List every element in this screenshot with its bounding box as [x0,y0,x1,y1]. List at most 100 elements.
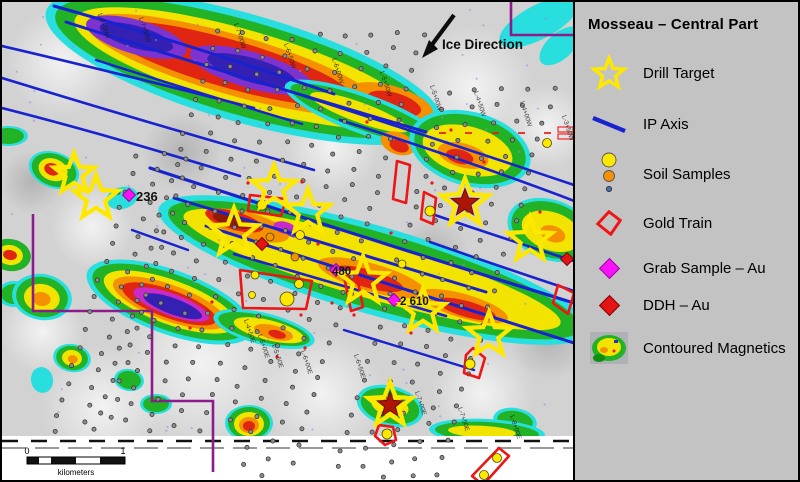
survey-dot [498,169,504,175]
survey-dot [127,342,133,348]
drill-target-star [502,211,558,264]
ip-axes-layer [2,4,577,372]
survey-dot [377,324,383,330]
soil-sample-dot [265,232,275,242]
survey-dot [391,360,397,366]
survey-dot [104,259,110,264]
survey-dot [235,120,241,126]
survey-dot [110,378,116,383]
survey-dot [332,69,338,75]
survey-dot [135,234,141,240]
survey-dot [439,293,444,299]
survey-dot [200,78,206,84]
soil-samples-dots-icon [588,152,630,196]
red-sample-dot [482,160,486,164]
survey-dot [125,269,131,275]
survey-dot [188,112,194,118]
survey-dot [306,316,312,322]
survey-dot [398,101,404,107]
survey-dot [234,383,240,389]
survey-dot [115,299,121,305]
ddh-diamond [254,236,270,252]
survey-dot [311,392,317,398]
survey-dot [518,202,524,208]
gold-train-outline [470,446,511,480]
survey-dot [333,322,339,328]
survey-dot [409,379,415,385]
survey-dot [182,220,188,225]
survey-dot [445,437,451,443]
survey-dot [149,412,155,417]
survey-dot [348,412,354,418]
magnetic-anomaly [2,238,31,272]
survey-dot [151,317,157,323]
survey-dot [267,189,273,195]
survey-dot [185,201,191,207]
red-sample-dot [316,242,320,246]
survey-dot [442,353,448,359]
survey-dot [358,66,364,72]
survey-dot [351,256,357,262]
survey-dot [425,237,431,243]
survey-dot [334,229,340,235]
survey-dot [323,184,329,190]
scale-end-label: 1 [120,446,125,456]
survey-dot [172,343,178,349]
survey-dot [147,428,153,434]
survey-dot [387,291,393,297]
survey-dot [278,246,284,252]
survey-dot [390,45,396,51]
magnetic-anomaly [539,26,577,66]
survey-dot [301,161,307,167]
red-sample-dot [389,231,393,235]
legend-item-grab-sample: Grab Sample – Au [588,257,790,280]
survey-dot [337,305,343,311]
survey-dot [340,289,346,295]
survey-dot [426,420,432,426]
survey-dot [208,130,214,136]
survey-dot [529,152,535,158]
survey-dot [118,284,124,290]
legend-item-gold-train: Gold Train [588,210,790,236]
survey-dot [365,133,371,139]
survey-dot [270,438,276,444]
legend-item-soil-samples: Soil Samples [588,152,790,196]
survey-dot [236,291,241,297]
sample-value-label: 480 [332,266,351,278]
magnetic-anomaly [2,126,28,146]
red-sample-dot [300,180,304,184]
survey-dot [391,442,397,448]
survey-dot [212,208,218,214]
survey-dot [130,171,136,176]
survey-dot [109,316,115,322]
drill-target-star [204,202,264,258]
survey-dot [398,341,404,347]
survey-dot [158,300,164,306]
survey-dot [420,255,426,261]
survey-dot [139,309,144,315]
legend-item-label: DDH – Au [643,297,710,314]
survey-dot [134,297,140,303]
survey-dot [214,377,220,383]
survey-dot [457,319,463,325]
survey-dot [229,325,235,331]
survey-dot [205,310,211,316]
survey-dot [102,394,108,400]
survey-dot [365,358,370,364]
survey-dot [349,182,355,188]
survey-dot [153,261,159,266]
survey-dot [280,157,286,163]
drill-target-star [362,376,418,429]
ip-axis-line [232,252,448,318]
survey-dot [116,378,122,384]
survey-dot [451,419,457,425]
ip-axis-line [2,76,316,172]
survey-dot [337,51,343,57]
survey-dot [241,461,247,467]
survey-dot [485,138,491,144]
soil-sample-dot [381,428,393,440]
survey-dot [525,86,531,92]
survey-dot [325,265,331,271]
legend-item-label: Gold Train [643,214,713,232]
